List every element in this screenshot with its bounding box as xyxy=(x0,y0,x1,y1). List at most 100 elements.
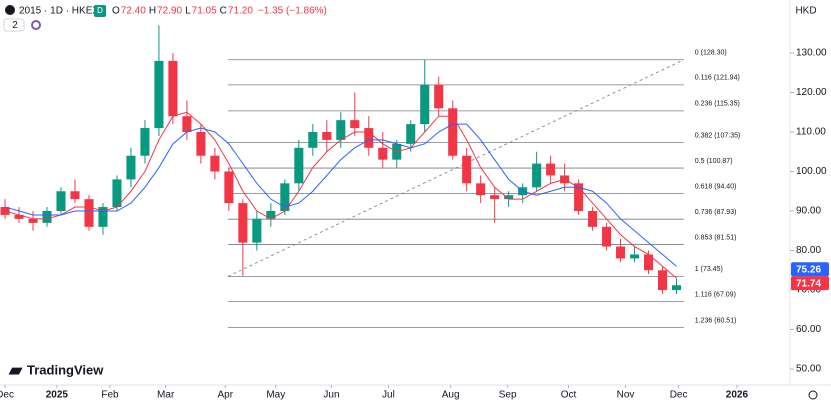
x-tick-label: 2026 xyxy=(726,390,749,401)
y-tick-label: 100.00 xyxy=(796,166,827,177)
settings-button[interactable] xyxy=(808,390,818,400)
brand-name: TradingView xyxy=(27,362,104,377)
candle-body xyxy=(56,191,66,212)
candle-body xyxy=(28,218,38,223)
candle-body xyxy=(364,128,374,148)
candle-body xyxy=(168,60,178,117)
candle-body xyxy=(671,285,682,291)
candle-body xyxy=(70,191,80,200)
x-tick-label: Mar xyxy=(157,390,175,401)
candle-body xyxy=(308,132,318,148)
candle-body xyxy=(42,211,52,223)
fib-label: 0.736 (87.93) xyxy=(695,209,737,216)
moving-average xyxy=(4,123,677,267)
candle-body xyxy=(196,132,206,156)
candle-body xyxy=(210,155,220,172)
x-tick-label: Jun xyxy=(323,390,339,401)
indicator: D xyxy=(97,6,103,15)
candle-body xyxy=(504,195,514,200)
candle-body xyxy=(406,124,416,144)
candle-body xyxy=(476,183,486,196)
brand: ▰ xyxy=(8,360,23,379)
candle-body xyxy=(294,147,304,184)
indicators-toggle[interactable] xyxy=(3,18,25,32)
x-tick-label: Aug xyxy=(442,390,460,401)
fib-label: 1.116 (67.09) xyxy=(695,291,736,298)
candle-body xyxy=(126,155,136,180)
y-tick-label: 70.00 xyxy=(796,285,821,296)
candle-body xyxy=(588,211,598,227)
x-tick-label: May xyxy=(266,390,285,401)
candle-body xyxy=(532,163,542,188)
ohlc-value: 71.20 xyxy=(228,6,253,17)
indicator-badge[interactable] xyxy=(94,5,106,17)
ohlc-value: 72.90 xyxy=(157,6,182,17)
candle-body xyxy=(140,128,150,156)
ohlc-value: 72.40 xyxy=(121,6,146,17)
y-tick-label: 90.00 xyxy=(796,206,821,217)
candle-body xyxy=(350,120,360,129)
fib-label: 0.618 (94.40) xyxy=(695,183,737,190)
candle-body xyxy=(266,211,276,219)
indicator-icon[interactable] xyxy=(31,20,41,30)
price-tag-label: 75.26 xyxy=(796,264,821,275)
fib-label: 0.5 (100.87) xyxy=(695,158,733,165)
fib-label: 0.853 (81.51) xyxy=(695,234,737,241)
x-tick-label: Dec xyxy=(670,390,688,401)
currency[interactable]: HKD xyxy=(795,6,816,17)
candle-body xyxy=(154,60,164,129)
candle-body xyxy=(252,218,262,243)
fib-label: 1.236 (60.51) xyxy=(695,317,737,324)
y-tick-label: 60.00 xyxy=(796,324,821,335)
candle-body xyxy=(378,147,388,160)
candle-body xyxy=(602,226,612,247)
candle-body xyxy=(616,246,626,259)
candle-body xyxy=(336,120,346,140)
candle-body xyxy=(490,195,500,200)
y-tick-label: 50.00 xyxy=(796,364,821,375)
fib-label: 1 (73.45) xyxy=(695,266,723,273)
ohlc-label: C xyxy=(220,6,227,17)
symbol-logo xyxy=(5,5,15,15)
y-tick-label: 130.00 xyxy=(796,48,827,59)
ohlc: O 72.40 H 72.90 L 71.05 C 71.20 −1.35 (−1.86%) xyxy=(112,6,327,17)
x-tick-label: Feb xyxy=(101,390,119,401)
fib-label: 0.116 (121.94) xyxy=(695,75,740,82)
fib-label: 0 (128.30) xyxy=(695,50,727,57)
candle-body xyxy=(224,171,234,204)
candle-body xyxy=(574,183,584,212)
fib-label: 0.382 (107.35) xyxy=(695,132,741,139)
candle-body xyxy=(238,203,248,243)
x-tick-label: Apr xyxy=(217,390,233,401)
indicators-count: 2 xyxy=(12,20,18,31)
price-tag-label: 71.74 xyxy=(796,278,821,289)
symbol: 2015 · 1D · HKEX xyxy=(19,6,99,17)
x-tick-label: Dec xyxy=(0,390,14,401)
moving-average xyxy=(4,111,677,279)
candle-body xyxy=(420,84,430,125)
candle-body xyxy=(98,207,108,227)
price-tag xyxy=(791,276,829,291)
candle-body xyxy=(112,179,122,208)
candle-body xyxy=(434,84,444,109)
ohlc-label: L xyxy=(185,6,191,17)
candle-body xyxy=(84,199,94,227)
x-tick-label: Nov xyxy=(617,390,635,401)
candle-body xyxy=(280,183,290,212)
change: −1.35 (−1.86%) xyxy=(258,6,327,17)
candle-body xyxy=(322,132,332,140)
candle-body xyxy=(644,254,654,271)
ohlc-label: O xyxy=(112,6,120,17)
x-tick-label: Jul xyxy=(382,390,395,401)
fib-trend xyxy=(227,59,684,277)
fib-label: 0.236 (115.35) xyxy=(695,101,740,108)
price-tag xyxy=(791,262,829,277)
x-tick-label: 2025 xyxy=(46,390,69,401)
y-tick-label: 80.00 xyxy=(796,245,821,256)
candle-body xyxy=(182,116,192,133)
y-tick-label: 110.00 xyxy=(796,127,826,138)
ohlc-label: H xyxy=(149,6,156,17)
ohlc-value: 71.05 xyxy=(192,6,217,17)
